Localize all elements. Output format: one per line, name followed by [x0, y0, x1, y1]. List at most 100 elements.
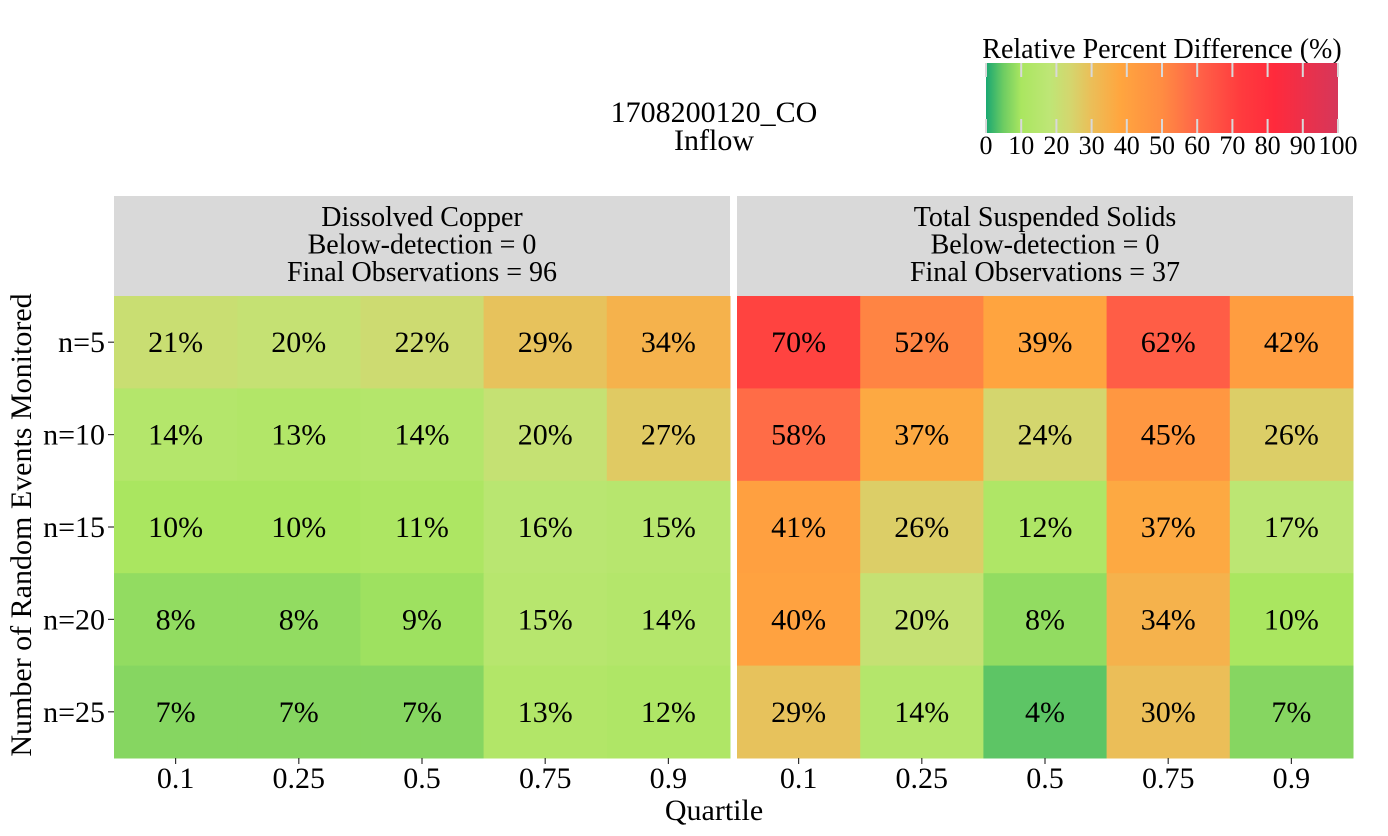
cell-value-label: 15%	[518, 603, 573, 636]
heatmap-cell	[1106, 573, 1231, 667]
heatmap-cell	[737, 480, 861, 574]
x-tick-label: 0.1	[780, 762, 818, 795]
cell-value-label: 15%	[641, 511, 696, 544]
x-tick-label: 0.9	[1273, 762, 1311, 795]
cell-value-label: 30%	[1141, 696, 1196, 729]
cell-value-label: 8%	[1025, 603, 1065, 636]
x-tick-label: 0.1	[157, 762, 195, 795]
heatmap-cell	[1229, 480, 1354, 574]
cell-value-label: 21%	[148, 326, 203, 359]
heatmap-cell	[983, 296, 1108, 389]
heatmap-cell	[860, 296, 984, 389]
panel-header-line: Final Observations = 96	[287, 257, 557, 288]
heatmap-cell	[1106, 480, 1231, 574]
x-tick-label: 0.25	[273, 762, 326, 795]
panel-header-background	[737, 196, 1353, 296]
heatmap-cell	[483, 388, 608, 482]
cell-value-label: 7%	[402, 696, 442, 729]
color-legend: Relative Percent Difference (%) 0 10 20 30 4…	[980, 34, 1358, 160]
panel-header-line: Final Observations = 37	[910, 257, 1180, 288]
heatmap-cell	[360, 296, 485, 389]
legend-title: Relative Percent Difference (%)	[982, 34, 1341, 65]
panel-header-line: Total Suspended Solids	[914, 202, 1177, 233]
heatmap-cell	[360, 665, 485, 759]
cell-value-label: 11%	[395, 511, 449, 544]
y-tick-label: n=10	[43, 419, 105, 452]
cell-value-label: 7%	[156, 696, 196, 729]
legend-tick-label: 70	[1219, 131, 1245, 160]
heatmap-cell	[237, 573, 361, 667]
legend-tick-label: 30	[1079, 131, 1105, 160]
cell-value-label: 13%	[271, 419, 326, 452]
legend-tick-label: 10	[1008, 131, 1034, 160]
heatmap-cell	[483, 665, 608, 759]
legend-tick-label: 100	[1319, 131, 1358, 160]
x-tick-label: 0.75	[519, 762, 572, 795]
cell-value-label: 17%	[1264, 511, 1319, 544]
chart-title-line-1: 1708200120_CO	[611, 96, 818, 129]
cell-value-label: 10%	[1264, 603, 1319, 636]
heatmap-cell	[606, 296, 731, 389]
cell-value-label: 37%	[894, 419, 949, 452]
legend-tick-label: 40	[1114, 131, 1140, 160]
cell-value-label: 14%	[395, 419, 450, 452]
heatmap-cell	[737, 296, 861, 389]
cell-value-label: 20%	[894, 603, 949, 636]
legend-tick-label: 0	[980, 131, 993, 160]
heatmap-cell	[360, 388, 485, 482]
cell-value-label: 12%	[1018, 511, 1073, 544]
heatmap-cell	[237, 388, 361, 482]
cell-value-label: 62%	[1141, 326, 1196, 359]
cell-value-label: 12%	[641, 696, 696, 729]
heatmap-cell	[983, 388, 1108, 482]
cell-value-label: 10%	[271, 511, 326, 544]
heatmap-cell	[237, 296, 361, 389]
cell-value-label: 22%	[395, 326, 450, 359]
legend-tick-label: 60	[1184, 131, 1210, 160]
heatmap-cell	[737, 388, 861, 482]
heatmap-cell	[237, 665, 361, 759]
cell-value-label: 8%	[279, 603, 319, 636]
heatmap-cell	[237, 480, 361, 574]
heatmap-cell	[114, 573, 238, 667]
cell-value-label: 58%	[771, 419, 826, 452]
heatmap-cell	[983, 573, 1108, 667]
heatmap-cell	[606, 665, 731, 759]
cell-value-label: 20%	[518, 419, 573, 452]
heatmap-cell	[1106, 665, 1231, 759]
panel-header-background	[114, 196, 730, 296]
cell-value-label: 34%	[1141, 603, 1196, 636]
cell-value-label: 9%	[402, 603, 442, 636]
heatmap-cell	[483, 480, 608, 574]
cell-value-label: 41%	[771, 511, 826, 544]
heatmap-cell	[860, 388, 984, 482]
x-tick-label: 0.5	[403, 762, 441, 795]
cell-value-label: 24%	[1018, 419, 1073, 452]
heatmap-cell	[983, 665, 1108, 759]
heatmap-cell	[860, 573, 984, 667]
heatmap-cell	[114, 296, 238, 389]
legend-tick-label: 50	[1149, 131, 1175, 160]
cell-value-label: 13%	[518, 696, 573, 729]
cell-value-label: 26%	[894, 511, 949, 544]
panel-header-line: Below-detection = 0	[931, 230, 1160, 261]
cell-value-label: 7%	[279, 696, 319, 729]
heatmap-cell	[1229, 573, 1354, 667]
cell-value-label: 29%	[771, 696, 826, 729]
cell-value-label: 29%	[518, 326, 573, 359]
cell-value-label: 42%	[1264, 326, 1319, 359]
y-axis-label: Number of Random Events Monitored	[5, 293, 38, 756]
heatmap-cell	[606, 388, 731, 482]
heatmap-cell	[1229, 665, 1354, 759]
heatmap-cell	[737, 665, 861, 759]
heatmap-cell	[860, 665, 984, 759]
cell-value-label: 45%	[1141, 419, 1196, 452]
heatmap-cell	[983, 480, 1108, 574]
heatmap-cell	[860, 480, 984, 574]
x-axis-label: Quartile	[665, 794, 763, 827]
cell-value-label: 52%	[894, 326, 949, 359]
